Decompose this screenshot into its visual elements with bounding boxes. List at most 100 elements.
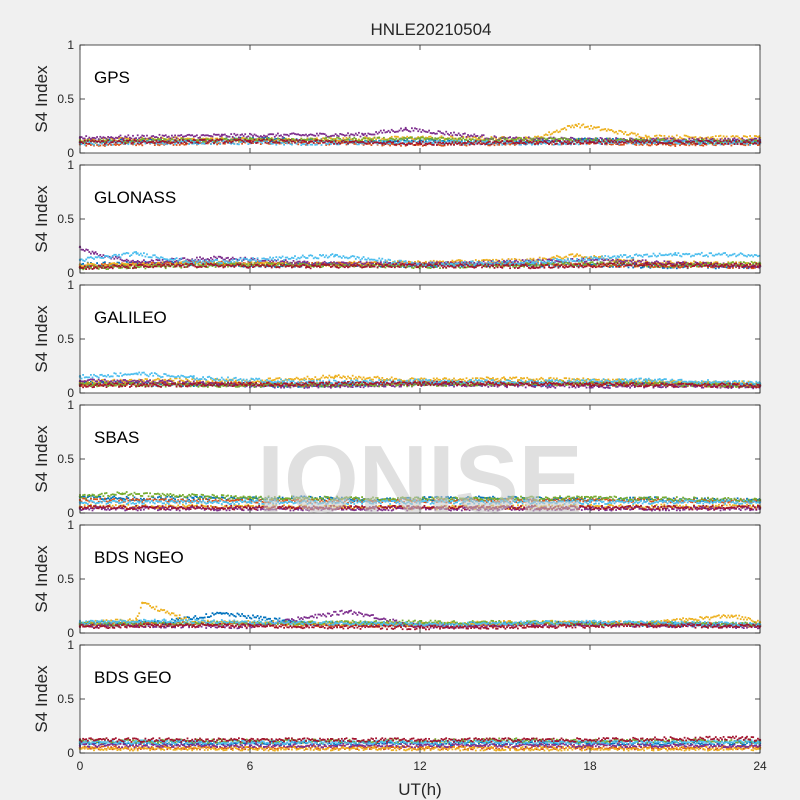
data-point bbox=[573, 143, 575, 145]
data-point bbox=[222, 137, 225, 140]
data-point bbox=[308, 141, 310, 143]
data-point bbox=[521, 259, 524, 261]
data-point bbox=[362, 141, 365, 144]
data-point bbox=[524, 136, 527, 139]
data-point bbox=[753, 265, 756, 268]
data-point bbox=[479, 142, 482, 145]
data-point bbox=[421, 140, 424, 143]
data-point bbox=[594, 141, 597, 144]
data-point bbox=[446, 142, 449, 145]
data-point bbox=[507, 258, 510, 260]
data-point bbox=[191, 141, 194, 144]
data-point bbox=[368, 137, 371, 140]
data-point bbox=[281, 261, 284, 264]
data-point bbox=[482, 142, 485, 145]
data-point bbox=[133, 261, 136, 264]
data-point bbox=[624, 141, 627, 144]
data-point bbox=[616, 137, 619, 140]
data-point bbox=[750, 139, 753, 142]
data-point bbox=[174, 260, 176, 263]
data-point bbox=[515, 141, 518, 144]
data-point bbox=[417, 130, 420, 133]
data-point bbox=[278, 141, 281, 144]
data-point bbox=[266, 265, 268, 267]
data-point bbox=[155, 140, 158, 143]
data-point bbox=[543, 257, 546, 260]
data-point bbox=[354, 142, 357, 145]
data-point bbox=[577, 265, 580, 268]
data-point bbox=[222, 258, 225, 261]
data-point bbox=[323, 137, 326, 140]
data-point bbox=[323, 260, 326, 263]
data-point bbox=[672, 266, 675, 269]
data-point bbox=[691, 137, 694, 140]
data-point bbox=[224, 138, 226, 140]
data-point bbox=[749, 142, 751, 144]
data-point bbox=[182, 257, 184, 260]
data-point bbox=[389, 131, 391, 134]
data-point bbox=[319, 265, 321, 267]
data-point bbox=[649, 266, 652, 268]
data-point bbox=[557, 143, 560, 146]
data-point bbox=[263, 137, 265, 139]
data-point bbox=[584, 256, 586, 258]
data-point bbox=[239, 262, 242, 265]
data-point bbox=[234, 261, 237, 264]
y-tick-label: 0 bbox=[67, 146, 74, 160]
data-point bbox=[657, 137, 659, 139]
data-point bbox=[273, 265, 276, 268]
data-point bbox=[208, 135, 211, 137]
data-point bbox=[601, 128, 603, 131]
data-point bbox=[150, 137, 153, 139]
data-point bbox=[100, 142, 103, 145]
data-point bbox=[730, 135, 733, 138]
data-point bbox=[368, 133, 371, 136]
data-point bbox=[663, 137, 666, 140]
data-point bbox=[242, 135, 245, 137]
data-point bbox=[280, 134, 282, 137]
data-point bbox=[694, 140, 697, 143]
data-point bbox=[334, 142, 337, 145]
data-point bbox=[90, 144, 92, 146]
data-point bbox=[111, 262, 114, 265]
data-point bbox=[637, 260, 639, 263]
data-point bbox=[421, 144, 424, 147]
data-point bbox=[178, 263, 181, 266]
data-point bbox=[317, 134, 320, 137]
data-point bbox=[132, 141, 134, 144]
data-point bbox=[97, 144, 100, 147]
data-point bbox=[464, 140, 466, 143]
data-point bbox=[264, 141, 267, 144]
data-point bbox=[520, 137, 522, 140]
data-point bbox=[239, 136, 242, 139]
data-point bbox=[425, 130, 427, 133]
data-point bbox=[192, 260, 195, 262]
data-point bbox=[755, 142, 758, 145]
data-point bbox=[398, 141, 401, 144]
data-point bbox=[263, 262, 265, 265]
data-point bbox=[543, 134, 546, 137]
data-point bbox=[577, 254, 580, 257]
data-point bbox=[213, 140, 215, 143]
data-point bbox=[524, 143, 527, 146]
data-point bbox=[683, 260, 686, 263]
data-point bbox=[713, 261, 716, 264]
data-point bbox=[164, 134, 167, 137]
data-point bbox=[278, 138, 281, 141]
data-point bbox=[348, 136, 351, 139]
data-point bbox=[541, 257, 544, 260]
data-point bbox=[537, 135, 539, 138]
data-point bbox=[524, 259, 527, 262]
data-point bbox=[152, 260, 155, 262]
data-point bbox=[552, 136, 555, 139]
data-point bbox=[453, 143, 455, 146]
data-point bbox=[409, 136, 412, 139]
data-point bbox=[488, 138, 491, 141]
data-point bbox=[513, 137, 516, 140]
data-point bbox=[757, 139, 759, 142]
data-point bbox=[234, 139, 237, 142]
data-point bbox=[682, 140, 684, 143]
data-point bbox=[197, 139, 200, 142]
data-point bbox=[111, 143, 114, 146]
data-point bbox=[364, 137, 367, 140]
